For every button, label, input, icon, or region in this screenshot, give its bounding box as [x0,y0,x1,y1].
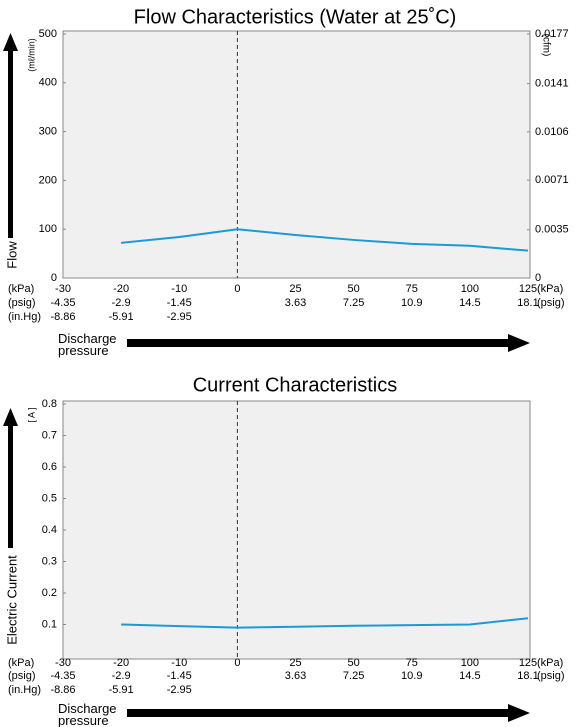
chart-title: Flow Characteristics (Water at 25˚C) [134,6,457,28]
y2-tick-label: 0.0071 [535,174,569,186]
inhg-label: -5.91 [109,684,134,696]
y-arrow [3,33,18,238]
inhg-label: -8.86 [50,684,75,696]
x-tick-label: 100 [461,283,479,295]
y-title: Electric Current [4,555,19,645]
unit-label: (psig) [8,670,36,682]
unit-label: (kPa) [8,283,34,295]
y2-label: (cfm) [540,34,551,57]
y-arrow [3,408,18,548]
y-label: (mℓ/min) [26,38,36,71]
y-tick-label: 0.2 [42,587,57,599]
unit-label: (psig) [8,297,36,309]
psig-label: 7.25 [343,670,364,682]
psig-label: -2.9 [112,670,131,682]
x-tick-label: -10 [171,657,187,669]
psig-label: -2.9 [112,297,131,309]
x-tick-label: 0 [234,657,240,669]
psig-label: 10.9 [401,297,422,309]
y-tick-label: 400 [39,77,57,89]
psig-label: 7.25 [343,297,364,309]
x-label: Discharge pressure [58,701,117,727]
line [121,228,529,252]
chart-title: Current Characteristics [193,374,398,396]
y-tick-label: 100 [39,223,57,235]
psig-label: -4.35 [50,670,75,682]
y2-tick-label: 0 [535,272,541,284]
unit-label: (in.Hg) [8,684,41,696]
plot-area [62,400,531,660]
line [121,617,529,629]
inhg-label: -5.91 [109,311,134,323]
x-tick-label: 100 [461,657,479,669]
x-label: Discharge pressure [58,331,117,358]
y2-tick-label: 0.0141 [535,78,569,90]
psig-label: 18.1 [517,297,538,309]
unit-label: (kPa) [537,283,563,295]
x-tick-label: -20 [113,283,129,295]
y2-tick-label: 0.0035 [535,224,569,236]
y-tick-label: 0 [51,272,57,284]
inhg-label: -2.95 [167,311,192,323]
psig-label: 3.63 [285,670,306,682]
x-tick-label: 50 [348,283,360,295]
psig-label: 3.63 [285,297,306,309]
psig-label: 10.9 [401,670,422,682]
psig-label: -1.45 [167,670,192,682]
x-arrow [127,334,530,352]
y2-tick-label: 0.0177 [535,28,569,40]
y-tick-label: 200 [39,174,57,186]
y-tick-label: 300 [39,126,57,138]
x-tick-label: -20 [113,657,129,669]
x-tick-label: 50 [348,657,360,669]
y-title: Flow [4,241,19,269]
x-tick-label: -30 [55,283,71,295]
x-tick-label: -30 [55,657,71,669]
x-tick-label: 25 [289,283,301,295]
psig-label: 18.1 [517,670,538,682]
psig-label: -1.45 [167,297,192,309]
unit-label: (in.Hg) [8,311,41,323]
x-tick-label: 125 [519,657,537,669]
y-tick-label: 0.7 [42,429,57,441]
inhg-label: -8.86 [50,311,75,323]
y-tick-label: 0.1 [42,618,57,630]
y-tick-label: 0.4 [42,524,57,536]
x-tick-label: 75 [406,657,418,669]
x-arrow [127,704,530,722]
x-tick-label: 0 [234,283,240,295]
unit-label: (kPa) [537,657,563,669]
x-tick-label: 125 [519,283,537,295]
plot-area [62,30,531,279]
y2-tick-label: 0.0106 [535,126,569,138]
psig-label: -4.35 [50,297,75,309]
psig-label: 14.5 [459,297,480,309]
unit-label: (psig) [537,670,565,682]
unit-label: (kPa) [8,657,34,669]
y-tick-label: 0.6 [42,461,57,473]
y-tick-label: 0.8 [42,398,57,410]
x-tick-label: 25 [289,657,301,669]
inhg-label: -2.95 [167,684,192,696]
y-tick-label: 500 [39,28,57,40]
y-tick-label: 0.3 [42,555,57,567]
x-tick-label: -10 [171,283,187,295]
x-tick-label: 75 [406,283,418,295]
psig-label: 14.5 [459,670,480,682]
unit-label: (psig) [537,297,565,309]
y-tick-label: 0.5 [42,492,57,504]
y-label: [ A ] [26,407,36,422]
